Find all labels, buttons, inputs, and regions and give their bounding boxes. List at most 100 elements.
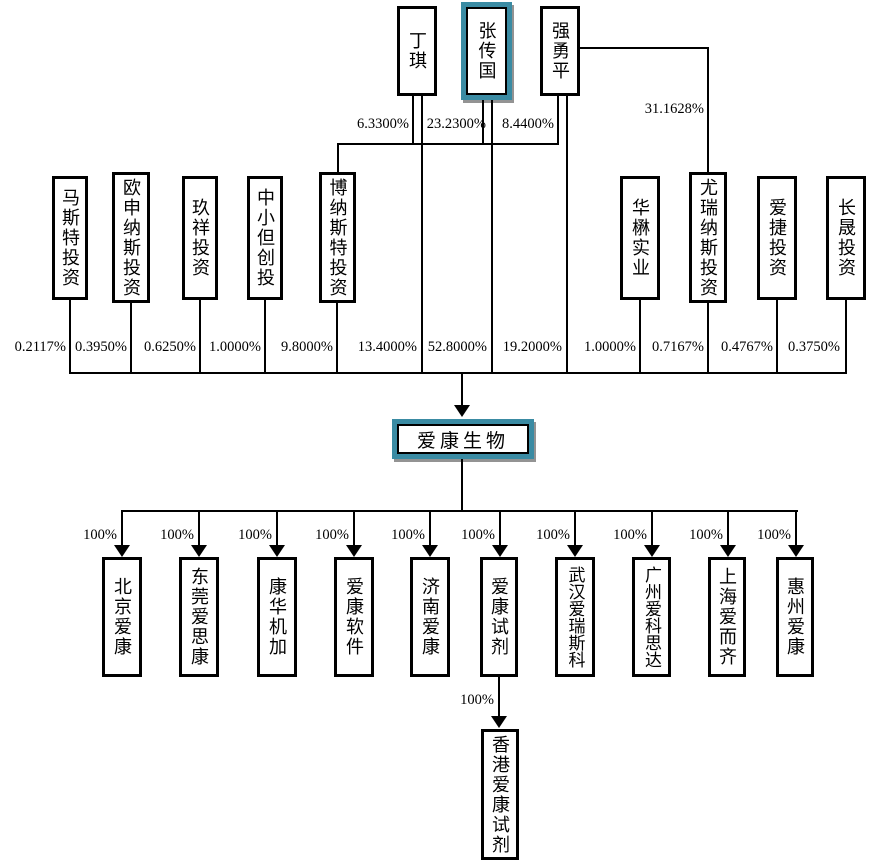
connector-line bbox=[198, 510, 200, 546]
connector-line bbox=[461, 459, 463, 510]
connector-line bbox=[580, 47, 709, 49]
connector-line bbox=[566, 96, 568, 372]
shareholder-name: 强勇平 bbox=[550, 21, 570, 81]
connector-line bbox=[69, 300, 71, 372]
connector-line bbox=[707, 303, 709, 372]
percent-label-changsheng: 0.3750% bbox=[788, 339, 840, 355]
subsidiary-name: 北京爱康 bbox=[112, 577, 132, 657]
shareholder-name: 马斯特投资 bbox=[60, 188, 80, 288]
connector-line bbox=[574, 510, 576, 546]
connector-line bbox=[499, 510, 501, 546]
shareholder-box-qiangyongping: 强勇平 bbox=[540, 6, 580, 96]
arrow-down bbox=[346, 545, 362, 557]
percent-label-huamao: 1.0000% bbox=[584, 339, 636, 355]
connector-line bbox=[121, 510, 123, 546]
connector-line bbox=[412, 96, 414, 143]
percent-label-aijie: 0.4767% bbox=[721, 339, 773, 355]
arrow-down bbox=[191, 545, 207, 557]
arrow-down bbox=[491, 716, 507, 728]
connector-line bbox=[338, 143, 559, 145]
shareholder-name: 长晟投资 bbox=[836, 198, 856, 278]
subsidiary-box-hongkong-aikang-reagent: 香港爱康试剂 bbox=[481, 729, 519, 860]
percent-label-youruinasi: 0.7167% bbox=[652, 339, 704, 355]
arrow-down bbox=[492, 545, 508, 557]
arrow-down bbox=[644, 545, 660, 557]
shareholder-box-zhangchuanguo-highlighted: 张传国 bbox=[461, 2, 512, 100]
subsidiary-name: 上海爱而齐 bbox=[717, 567, 737, 667]
company-name: 爱康生物 bbox=[416, 430, 509, 452]
arrow-down bbox=[720, 545, 736, 557]
percent-label-zhangchuanguo-bonasite: 23.2300% bbox=[426, 116, 486, 132]
connector-line bbox=[707, 47, 709, 173]
shareholder-box-dingqi: 丁琪 bbox=[397, 6, 437, 96]
shareholder-box-zhongxiaodan: 中小但创投 bbox=[247, 176, 283, 300]
subsidiary-box-aikang-software: 爱康软件 bbox=[334, 557, 374, 677]
shareholder-box-youruinasi: 尤瑞纳斯投资 bbox=[689, 172, 727, 303]
subsidiary-name: 武汉爱瑞斯科 bbox=[565, 566, 585, 668]
subsidiary-name: 香港爱康试剂 bbox=[490, 734, 510, 855]
subsidiary-name: 爱康软件 bbox=[344, 577, 364, 657]
percent-label-jinan: 100% bbox=[391, 527, 425, 543]
percent-label-qiangyongping-bonasite: 8.4400% bbox=[502, 116, 554, 132]
subsidiary-name: 惠州爱康 bbox=[785, 577, 805, 657]
shareholder-box-inner: 张传国 bbox=[466, 7, 507, 95]
percent-label-hongkong: 100% bbox=[460, 692, 494, 708]
shareholder-box-jiuxiang: 玖祥投资 bbox=[182, 176, 218, 300]
percent-label-zhangchuanguo: 52.8000% bbox=[427, 339, 487, 355]
percent-label-bonasite: 9.8000% bbox=[281, 339, 333, 355]
connector-line bbox=[845, 300, 847, 372]
connector-line bbox=[491, 100, 493, 372]
arrow-down bbox=[788, 545, 804, 557]
percent-label-dongguan: 100% bbox=[160, 527, 194, 543]
connector-line bbox=[795, 510, 797, 546]
percent-label-dingqi-bonasite: 6.3300% bbox=[357, 116, 409, 132]
subsidiary-box-wuhan-airuisike: 武汉爱瑞斯科 bbox=[555, 557, 595, 677]
percent-label-kanghua: 100% bbox=[238, 527, 272, 543]
connector-line bbox=[264, 300, 266, 372]
percent-label-shanghai: 100% bbox=[689, 527, 723, 543]
connector-line bbox=[336, 303, 338, 372]
subsidiary-name: 爱康试剂 bbox=[489, 577, 509, 657]
shareholder-name: 尤瑞纳斯投资 bbox=[698, 177, 718, 298]
shareholder-name: 玖祥投资 bbox=[190, 198, 210, 278]
percent-label-software: 100% bbox=[315, 527, 349, 543]
arrow-down bbox=[567, 545, 583, 557]
subsidiary-name: 康华机加 bbox=[267, 577, 287, 657]
percent-label-wuhan: 100% bbox=[536, 527, 570, 543]
subsidiary-box-huizhou-aikang: 惠州爱康 bbox=[776, 557, 814, 677]
percent-label-guangzhou: 100% bbox=[613, 527, 647, 543]
connector-line bbox=[199, 300, 201, 372]
percent-label-reagent: 100% bbox=[461, 527, 495, 543]
subsidiary-box-aikang-reagent: 爱康试剂 bbox=[480, 557, 518, 677]
connector-line bbox=[639, 300, 641, 372]
connector-line bbox=[69, 372, 847, 374]
percent-label-oushennasi: 0.3950% bbox=[75, 339, 127, 355]
shareholder-box-masite: 马斯特投资 bbox=[52, 176, 88, 300]
shareholder-name: 欧申纳斯投资 bbox=[121, 177, 141, 298]
connector-line bbox=[353, 510, 355, 546]
arrow-down bbox=[422, 545, 438, 557]
connector-line bbox=[122, 510, 798, 512]
connector-line bbox=[461, 372, 463, 406]
connector-line bbox=[727, 510, 729, 546]
percent-label-huizhou: 100% bbox=[757, 527, 791, 543]
arrow-down bbox=[454, 405, 470, 417]
percent-label-jiuxiang: 0.6250% bbox=[144, 339, 196, 355]
shareholder-name: 华楙实业 bbox=[630, 198, 650, 278]
subsidiary-box-beijing-aikang: 北京爱康 bbox=[102, 557, 142, 677]
connector-line bbox=[498, 677, 500, 717]
percent-label-zhongxiaodan: 1.0000% bbox=[209, 339, 261, 355]
arrow-down bbox=[269, 545, 285, 557]
connector-line bbox=[337, 143, 339, 173]
subsidiary-box-shanghai-aierqi: 上海爱而齐 bbox=[708, 557, 746, 677]
connector-line bbox=[421, 96, 423, 372]
subsidiary-box-jinan-aikang: 济南爱康 bbox=[410, 557, 450, 677]
shareholder-name: 张传国 bbox=[476, 21, 497, 81]
percent-label-masite: 0.2117% bbox=[14, 339, 66, 355]
shareholder-box-changsheng: 长晟投资 bbox=[826, 176, 866, 300]
shareholder-box-bonasite: 博纳斯特投资 bbox=[319, 172, 356, 303]
arrow-down bbox=[114, 545, 130, 557]
shareholder-box-huamao: 华楙实业 bbox=[620, 176, 660, 300]
connector-line bbox=[482, 100, 484, 143]
subsidiary-name: 东莞爱思康 bbox=[189, 567, 209, 667]
